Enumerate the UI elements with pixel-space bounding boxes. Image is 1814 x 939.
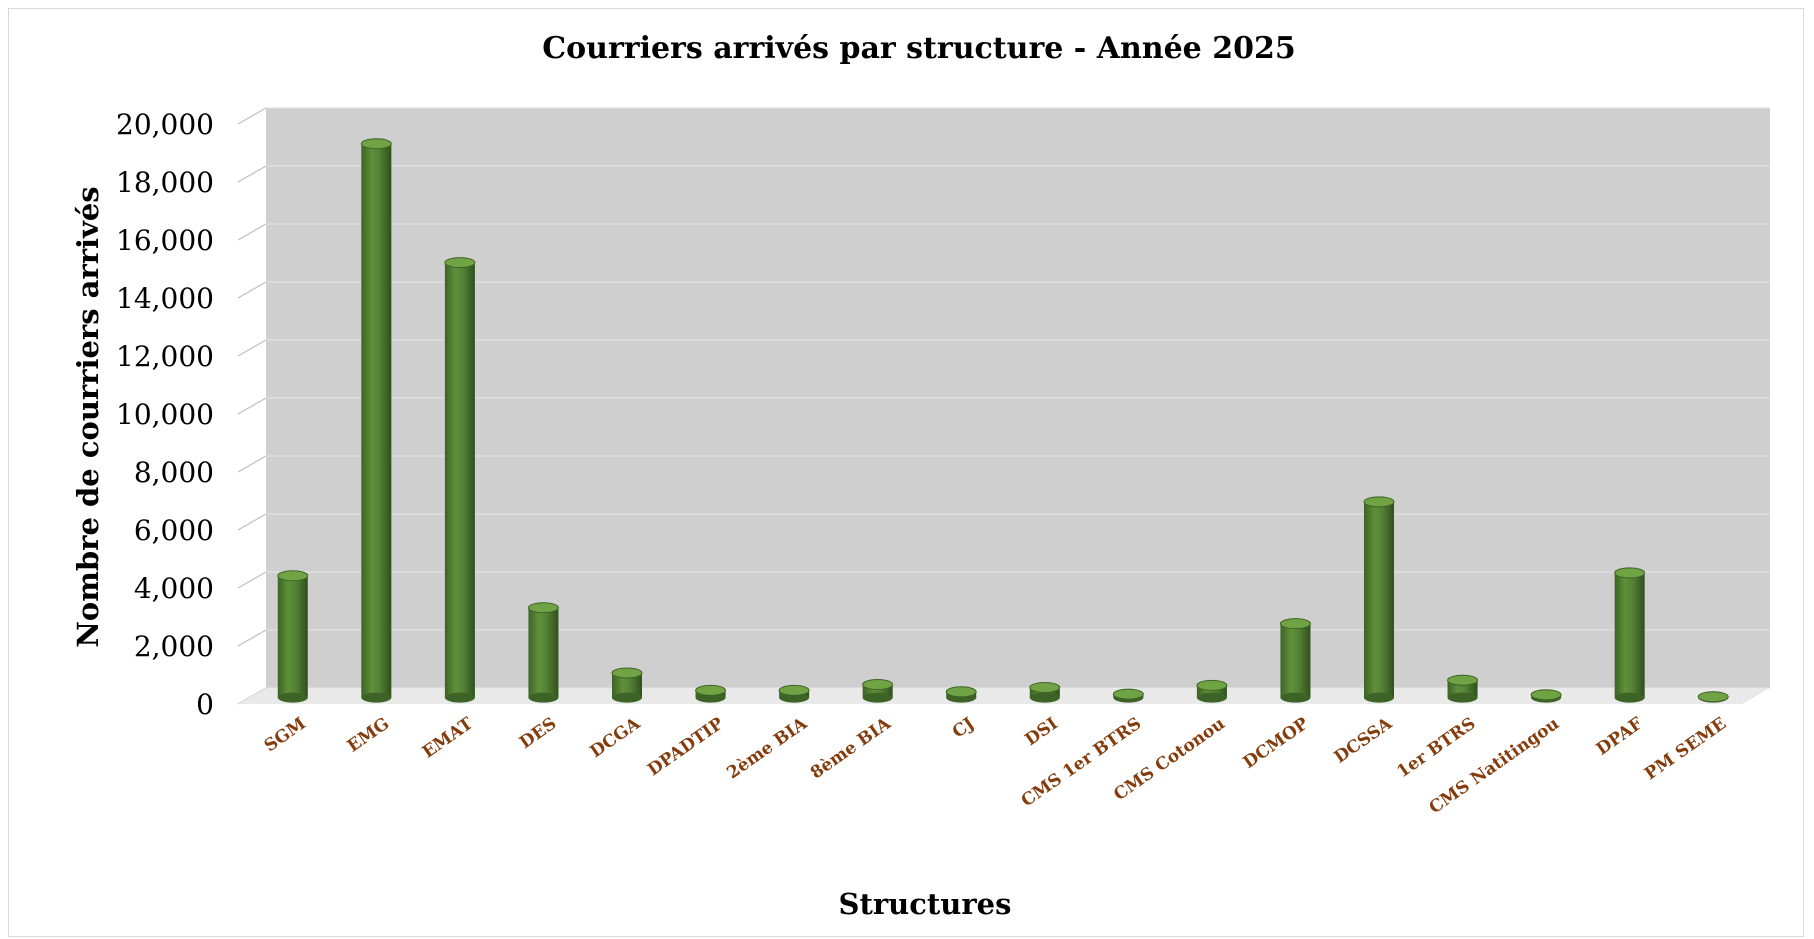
x-tick-label: DCSSA <box>1331 713 1397 767</box>
bar-base <box>444 692 475 703</box>
bar-top <box>1112 688 1144 700</box>
bar <box>1530 689 1562 703</box>
bar <box>778 684 810 703</box>
bar-base <box>1614 692 1645 703</box>
gridline-side <box>237 571 267 589</box>
x-tick-label: 1er BTRS <box>1393 714 1479 783</box>
gridline-side <box>237 281 267 299</box>
bar-base <box>1447 692 1478 703</box>
bar <box>945 686 977 703</box>
y-tick-label: 12,000 <box>116 340 214 373</box>
bar-base <box>1196 692 1227 703</box>
bar <box>1614 567 1646 703</box>
bar <box>444 257 476 703</box>
bar-top <box>1029 681 1061 693</box>
bar-top <box>862 679 894 691</box>
y-tick-label: 0 <box>196 688 214 721</box>
y-axis-ticks: 0 2,000 4,000 6,000 8,000 10,000 12,000 14,000 1… <box>116 108 214 721</box>
y-tick-label: 10,000 <box>116 398 214 431</box>
x-tick-label: SGM <box>261 714 310 757</box>
y-tick-label: 8,000 <box>134 456 214 489</box>
bar <box>1112 688 1144 703</box>
gridline-side <box>237 339 267 357</box>
bar <box>695 684 727 703</box>
gridline-side <box>237 107 267 125</box>
bar-base <box>1364 692 1394 703</box>
x-tick-label: DES <box>516 714 560 753</box>
bar-base <box>612 692 642 703</box>
bar-top <box>1363 496 1395 508</box>
y-tick-label: 4,000 <box>134 572 214 605</box>
bar-top <box>360 138 392 150</box>
bar <box>1279 618 1311 703</box>
bar-top <box>1614 567 1646 579</box>
x-tick-label: CJ <box>949 714 978 743</box>
gridline-side <box>237 455 267 473</box>
bar <box>1697 691 1729 703</box>
gridline-side <box>237 629 267 647</box>
bar-base <box>277 692 308 703</box>
bar-body <box>444 262 475 698</box>
bar-base <box>528 692 559 703</box>
bar-top <box>527 602 559 614</box>
y-tick-label: 20,000 <box>116 108 214 141</box>
gridlines <box>237 107 1770 705</box>
bar-body <box>361 143 392 698</box>
bar-top <box>695 684 727 696</box>
bar <box>277 570 309 703</box>
bar-body <box>528 607 559 698</box>
gridline-side <box>237 397 267 415</box>
x-tick-label: DPAF <box>1593 714 1647 760</box>
bar-top <box>444 257 476 269</box>
bar-top <box>1697 691 1729 703</box>
y-tick-label: 6,000 <box>134 514 214 547</box>
bars <box>277 138 1729 703</box>
y-tick-label: 14,000 <box>116 282 214 315</box>
y-tick-label: 16,000 <box>116 224 214 257</box>
bar-top <box>1279 618 1311 630</box>
bar-base <box>1029 692 1060 703</box>
x-tick-label: EMAT <box>419 714 477 763</box>
bar-top <box>1196 679 1228 691</box>
bar-body <box>1364 501 1394 698</box>
gridline-side <box>237 165 267 183</box>
bar-top <box>611 667 643 679</box>
bar <box>527 602 559 703</box>
x-tick-label: 2ème BIA <box>723 713 811 783</box>
bar-body <box>1280 623 1311 698</box>
gridline-side <box>237 513 267 531</box>
x-tick-label: 8ème BIA <box>807 713 895 783</box>
y-tick-label: 2,000 <box>134 630 214 663</box>
x-tick-label: DSI <box>1022 714 1062 750</box>
bar <box>360 138 392 703</box>
y-tick-label: 18,000 <box>116 166 214 199</box>
bar-body <box>1614 572 1645 698</box>
bar <box>611 667 643 703</box>
bar <box>862 679 894 703</box>
bar-base <box>1280 692 1311 703</box>
x-tick-label: DCGA <box>587 713 645 762</box>
bar-body <box>277 575 308 698</box>
bar <box>1447 674 1479 703</box>
bar-base <box>361 692 392 703</box>
bar-top <box>945 686 977 698</box>
x-tick-label: PM SEME <box>1641 714 1730 785</box>
bar-top <box>778 684 810 696</box>
chart-title: Courriers arrivés par structure - Année … <box>542 31 1295 66</box>
bar <box>1363 496 1395 703</box>
bar <box>1029 681 1061 703</box>
x-tick-label: EMG <box>344 714 393 757</box>
gridline-side <box>237 223 267 241</box>
y-axis-title: Nombre de courriers arrivés <box>71 186 105 647</box>
bar-top <box>1447 674 1479 686</box>
x-axis-title: Structures <box>839 887 1012 921</box>
bar-base <box>862 692 893 703</box>
x-tick-label: DPADTIP <box>644 714 727 781</box>
bar-top <box>1530 689 1562 701</box>
bar <box>1196 679 1228 703</box>
bar-top <box>277 570 309 582</box>
x-tick-label: DCMOP <box>1240 714 1313 773</box>
